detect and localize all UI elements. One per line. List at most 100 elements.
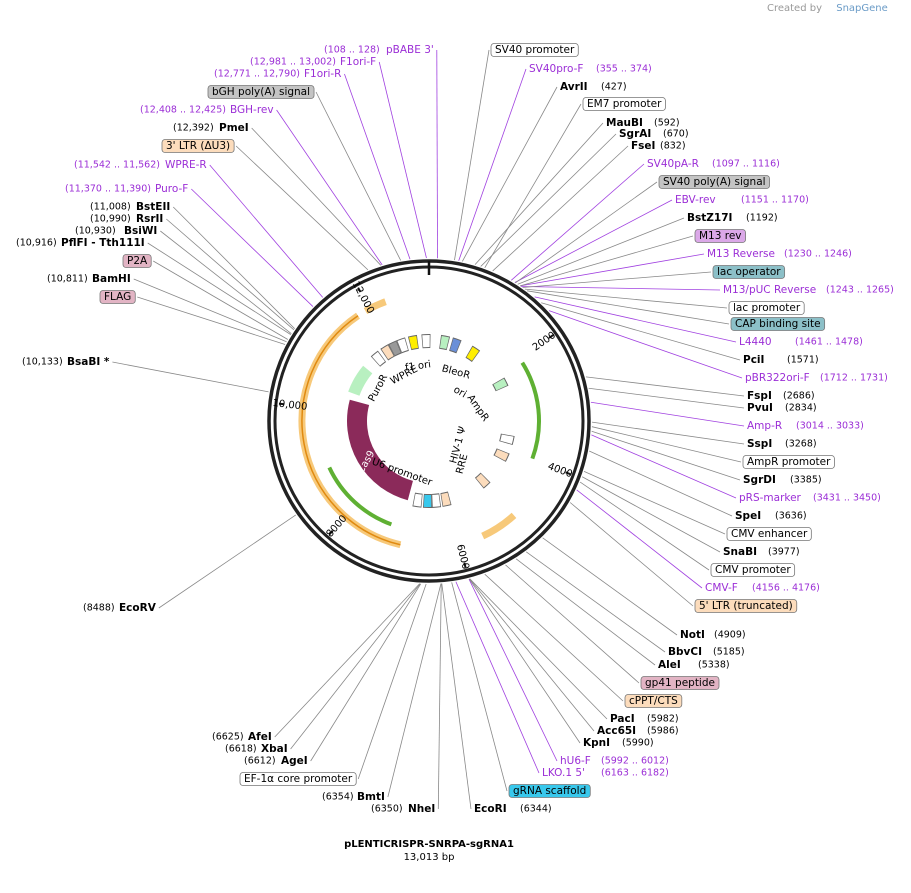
leader-line [591,434,737,499]
leader-line [455,581,540,774]
leader-line [521,286,721,291]
feature-box [726,527,812,541]
site-position: (11,542 .. 11,562) [74,160,160,171]
primer-name: M13/pUC Reverse [723,284,816,296]
enzyme-name: Acc65I [597,725,636,737]
leader-line [515,181,658,284]
feature-name: P2A [127,255,148,267]
feature-box [490,43,579,57]
feature-box [161,139,235,153]
site-label: 5' LTR (truncated) [694,599,798,613]
site-position: (10,916) [16,238,57,249]
leader-line [276,109,383,266]
site-position: (12,392) [173,123,214,134]
leader-line [461,86,558,262]
site-label: AfeI (6625) [212,731,272,743]
site-label: P2A [122,254,152,268]
site-position: (1243 .. 1265) [826,285,894,296]
site-label: F1ori-F (12,981 .. 13,002) [250,56,376,68]
primer-name: pBR322ori-F [745,372,810,384]
leader-line [468,578,558,762]
primer-name: EBV-rev [675,194,716,206]
leader-line [160,230,292,334]
site-position: (670) [663,129,689,140]
enzyme-name: AvrII [560,81,588,93]
enzyme-name: SnaBI [723,546,757,558]
primer-name: SV40pro-F [529,63,583,75]
site-position: (832) [660,141,686,152]
site-position: (3014 .. 3033) [796,421,864,432]
feature-arrow [372,351,386,366]
site-label: cPPT/CTS [624,694,683,708]
feature-name: CMV enhancer [731,528,808,540]
site-position: (3385) [790,475,822,486]
enzyme-name: SpeI [735,510,761,522]
leader-line [569,502,694,607]
enzyme-name: BstZ17I [687,212,732,224]
site-label: NotI (4909) [680,629,746,641]
feature-box [508,784,591,798]
leader-line [525,551,666,653]
primer-name: F1ori-F [340,56,376,68]
leader-line [274,583,420,738]
site-label: AmpR promoter [742,455,835,469]
site-label: M13 Reverse (1230 .. 1246) [707,248,852,260]
site-position: (5982) [647,714,679,725]
site-position: (5990) [622,738,654,749]
site-label: SgrDI (3385) [743,474,822,486]
site-position: (8488) [83,603,115,614]
feature-arc [520,361,541,460]
leader-line [585,376,745,397]
feature-box [742,455,835,469]
site-position: (1097 .. 1116) [712,159,780,170]
site-position: (1192) [746,213,778,224]
enzyme-name: BmtI [357,791,385,803]
leader-line [378,61,427,259]
leader-line [588,387,745,409]
leader-line [469,578,595,732]
feature-name: bGH poly(A) signal [212,86,310,98]
leader-line [153,260,289,340]
feature-arrow [493,378,508,391]
feature-name: EF-1α core promoter [244,773,353,785]
primer-name: SV40pA-R [647,158,699,170]
site-position: (12,771 .. 12,790) [214,69,300,80]
site-label: L4440 (1461 .. 1478) [739,336,863,348]
enzyme-name: KpnI [583,737,610,749]
enzyme-name: BstEII [136,201,170,213]
primer-name: CMV-F [705,582,738,594]
site-position: (11,370 .. 11,390) [65,184,151,195]
enzyme-name: PciI [743,354,764,366]
enzyme-name: XbaI [261,743,288,755]
leader-line [451,582,508,792]
site-position: (5338) [698,660,730,671]
site-label: lac promoter [728,301,805,315]
feature-name: SV40 poly(A) signal [663,176,766,188]
enzyme-name: MauBI [606,117,643,129]
leader-line [514,199,673,283]
ring-tick [278,402,285,406]
leader-line [209,164,324,298]
leader-line [576,489,703,589]
site-position: (1151 .. 1170) [741,195,809,206]
feature-label: BleoR [441,363,472,381]
feature-arrow [432,494,441,507]
enzyme-name: AleI [658,659,681,671]
site-label: Amp-R (3014 .. 3033) [747,420,864,432]
feature-arc [348,365,373,396]
site-position: (3431 .. 3450) [813,493,881,504]
feature-name: FLAG [104,291,131,303]
ring-tick [357,287,362,293]
leader-line [474,122,604,265]
site-label: pRS-marker (3431 .. 3450) [739,492,881,504]
enzyme-name: BbvCI [668,646,702,658]
enzyme-name: RsrII [136,213,163,225]
site-label: NheI (6350) [371,803,435,815]
site-label: 3' LTR (ΔU3) [161,139,235,153]
leader-line [235,145,369,271]
leader-line [437,583,442,810]
feature-box [694,599,798,613]
site-position: (11,008) [90,202,131,213]
leader-line [520,253,705,287]
